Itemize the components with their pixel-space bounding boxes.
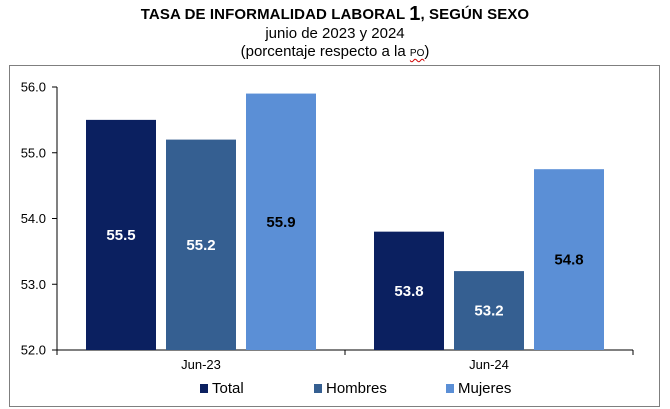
legend-label-hombres: Hombres — [326, 380, 387, 397]
legend-label-total: Total — [212, 380, 244, 397]
chart-title: TASA DE INFORMALIDAD LABORAL 1, SEGÚN SE… — [140, 3, 530, 25]
bar-hombres-jun-24 — [454, 271, 524, 350]
category-label: Jun-23 — [181, 357, 221, 372]
data-label: 55.9 — [266, 214, 295, 231]
bar-total-jun-23 — [86, 119, 156, 350]
legend-swatch-mujeres — [446, 384, 454, 393]
y-tick-label: 53.0 — [21, 277, 46, 292]
legend-swatch-total — [200, 384, 208, 393]
bar-mujeres-jun-23 — [246, 93, 316, 350]
chart-subtitle: junio de 2023 y 2024 — [265, 25, 405, 42]
data-label: 55.5 — [106, 227, 135, 244]
legend-label-mujeres: Mujeres — [458, 380, 511, 397]
data-label: 54.8 — [554, 252, 583, 269]
data-label: 55.2 — [186, 237, 215, 254]
data-label: 53.2 — [474, 303, 503, 320]
title-number: 1 — [409, 3, 421, 25]
y-tick-label: 56.0 — [21, 80, 46, 95]
subtitle-po: PO — [409, 48, 425, 59]
legend-swatch-hombres — [314, 384, 322, 393]
category-label: Jun-24 — [469, 357, 509, 372]
chart-title-block: TASA DE INFORMALIDAD LABORAL 1, SEGÚN SE… — [0, 4, 670, 63]
bar-mujeres-jun-24 — [534, 169, 604, 350]
data-label: 53.8 — [394, 283, 423, 300]
bar-total-jun-24 — [374, 231, 444, 350]
y-tick-label: 55.0 — [21, 145, 46, 160]
chart-frame — [9, 65, 660, 407]
bar-hombres-jun-23 — [166, 139, 236, 350]
y-tick-label: 54.0 — [21, 211, 46, 226]
y-tick-label: 52.0 — [21, 343, 46, 358]
chart-subtitle-units: (porcentaje respecto a la PO) — [240, 43, 430, 60]
